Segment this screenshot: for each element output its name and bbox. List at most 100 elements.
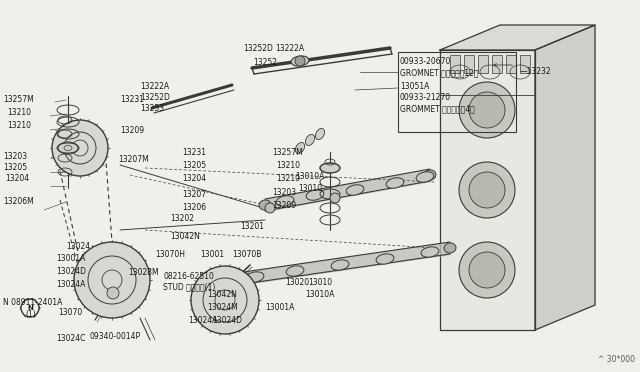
Text: 00933-20670: 00933-20670: [400, 57, 451, 66]
Text: 13024D: 13024D: [56, 267, 86, 276]
Text: 00933-21270: 00933-21270: [400, 93, 451, 102]
Bar: [478, 55, 488, 73]
Text: 13001A: 13001A: [56, 254, 85, 263]
Circle shape: [74, 242, 150, 318]
Text: 13205: 13205: [3, 163, 27, 172]
Text: ^ 30*000: ^ 30*000: [598, 355, 635, 364]
Ellipse shape: [246, 272, 264, 282]
Circle shape: [469, 172, 505, 208]
Text: —13232: —13232: [520, 67, 552, 76]
Text: 13209: 13209: [272, 201, 296, 210]
Text: 08216-62510: 08216-62510: [163, 272, 214, 281]
Circle shape: [107, 287, 119, 299]
Bar: [520, 55, 530, 73]
Ellipse shape: [331, 260, 349, 270]
Ellipse shape: [224, 275, 236, 285]
Text: 13070H: 13070H: [155, 250, 185, 259]
Text: 13231: 13231: [120, 95, 144, 104]
Text: 13222A: 13222A: [275, 44, 304, 53]
Text: 13231: 13231: [182, 148, 206, 157]
Circle shape: [459, 242, 515, 298]
Text: N: N: [27, 305, 33, 311]
Ellipse shape: [58, 142, 78, 154]
Text: 13252D: 13252D: [140, 93, 170, 102]
Text: 13070B: 13070B: [232, 250, 261, 259]
Text: 13042N: 13042N: [170, 232, 200, 241]
Ellipse shape: [376, 254, 394, 264]
Text: 13201: 13201: [240, 222, 264, 231]
Circle shape: [459, 162, 515, 218]
Ellipse shape: [320, 163, 340, 173]
Ellipse shape: [444, 243, 456, 253]
Circle shape: [295, 56, 305, 66]
Text: 13202: 13202: [170, 214, 194, 223]
Text: 13207: 13207: [182, 190, 206, 199]
Circle shape: [52, 120, 108, 176]
Ellipse shape: [346, 185, 364, 195]
Text: 13010: 13010: [308, 278, 332, 287]
Text: GROMMET グロメッ（4）: GROMMET グロメッ（4）: [400, 104, 475, 113]
Ellipse shape: [306, 190, 324, 200]
Text: 13024M: 13024M: [207, 303, 237, 312]
Ellipse shape: [276, 196, 294, 206]
Text: 13252: 13252: [253, 58, 277, 67]
Text: 13210: 13210: [7, 108, 31, 117]
Text: 13257M: 13257M: [272, 148, 303, 157]
Text: 13207M: 13207M: [118, 155, 148, 164]
Text: 13210: 13210: [7, 121, 31, 130]
Bar: [506, 55, 516, 73]
Bar: [492, 55, 502, 73]
Text: 13203: 13203: [3, 152, 27, 161]
Text: 13257M: 13257M: [3, 95, 34, 104]
Text: 13222A: 13222A: [140, 82, 169, 91]
Text: 13205: 13205: [182, 161, 206, 170]
Text: 13024A: 13024A: [56, 280, 85, 289]
Circle shape: [469, 252, 505, 288]
Text: GROMNET グロメッ（12）: GROMNET グロメッ（12）: [400, 68, 479, 77]
Ellipse shape: [291, 56, 309, 66]
Text: 13206: 13206: [182, 203, 206, 212]
Circle shape: [191, 266, 259, 334]
Text: 13024D: 13024D: [212, 316, 242, 325]
Text: 13001: 13001: [200, 250, 224, 259]
Text: 13252D: 13252D: [243, 44, 273, 53]
Text: STUD スタッド(1): STUD スタッド(1): [163, 282, 216, 291]
Bar: [450, 55, 460, 73]
Bar: [398, 52, 516, 132]
Text: 13024: 13024: [66, 242, 90, 251]
Circle shape: [330, 193, 340, 203]
Circle shape: [265, 203, 275, 213]
Ellipse shape: [259, 200, 271, 210]
Text: 13001A: 13001A: [265, 303, 294, 312]
Polygon shape: [535, 25, 595, 330]
Text: 13042N: 13042N: [207, 290, 237, 299]
Text: 13010A: 13010A: [295, 172, 324, 181]
Ellipse shape: [286, 266, 304, 276]
Ellipse shape: [316, 128, 324, 140]
Ellipse shape: [386, 178, 404, 188]
Text: 13010A: 13010A: [305, 290, 334, 299]
Bar: [464, 55, 474, 73]
Text: 13204: 13204: [182, 174, 206, 183]
Text: 13209: 13209: [120, 126, 144, 135]
Circle shape: [469, 92, 505, 128]
Text: 13070: 13070: [58, 308, 83, 317]
Ellipse shape: [296, 142, 305, 154]
Text: 13203: 13203: [272, 188, 296, 197]
Text: 13253: 13253: [140, 104, 164, 113]
Text: (1): (1): [25, 310, 36, 319]
Ellipse shape: [416, 172, 434, 182]
Ellipse shape: [421, 247, 439, 257]
Text: 13204: 13204: [5, 174, 29, 183]
Ellipse shape: [305, 134, 315, 145]
Text: 13024C: 13024C: [56, 334, 85, 343]
Text: 13210: 13210: [276, 174, 300, 183]
Text: 13010: 13010: [298, 184, 322, 193]
Text: 09340-0014P: 09340-0014P: [90, 332, 141, 341]
Text: N 08911-2401A: N 08911-2401A: [3, 298, 62, 307]
Text: 13024A: 13024A: [188, 316, 218, 325]
Text: 13206M: 13206M: [3, 197, 34, 206]
Text: 13020: 13020: [285, 278, 309, 287]
Bar: [440, 50, 535, 95]
Text: 13028M: 13028M: [128, 268, 159, 277]
